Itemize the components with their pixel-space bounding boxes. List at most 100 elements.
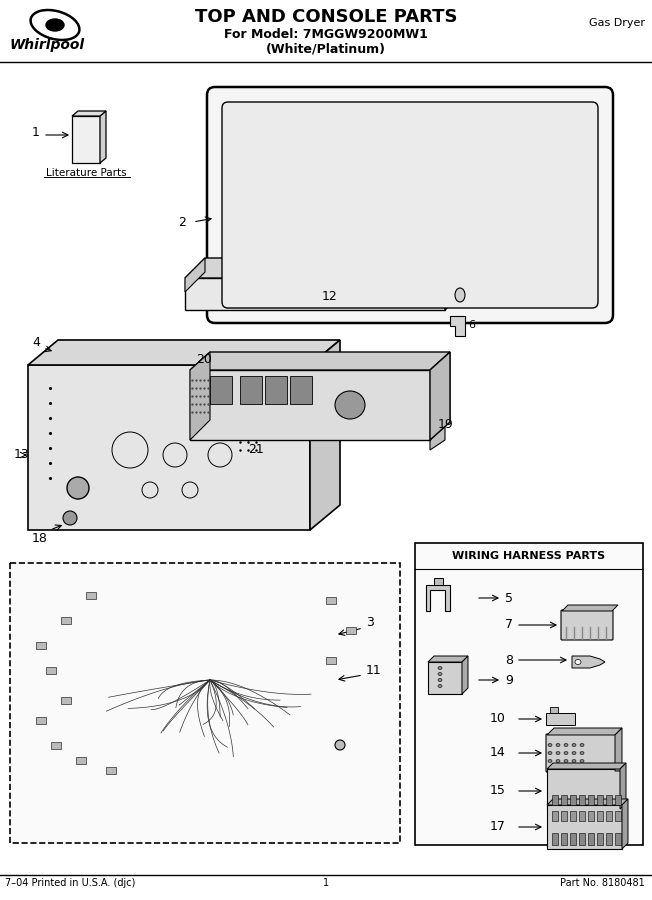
- Bar: [51, 742, 61, 749]
- Text: For Model: 7MGGW9200MW1: For Model: 7MGGW9200MW1: [224, 28, 428, 41]
- Bar: [597, 833, 603, 845]
- Polygon shape: [190, 352, 450, 370]
- Text: 8: 8: [505, 653, 513, 667]
- Bar: [61, 697, 71, 704]
- Ellipse shape: [67, 477, 89, 499]
- Ellipse shape: [564, 752, 568, 754]
- Ellipse shape: [556, 752, 560, 754]
- Text: 10: 10: [490, 713, 506, 725]
- Polygon shape: [428, 656, 468, 662]
- Text: 21: 21: [248, 443, 264, 456]
- Bar: [588, 795, 594, 805]
- Polygon shape: [562, 605, 618, 611]
- Text: 19: 19: [438, 418, 454, 431]
- Polygon shape: [190, 352, 210, 440]
- Bar: [561, 811, 567, 821]
- Ellipse shape: [438, 667, 442, 670]
- Bar: [615, 833, 621, 845]
- Text: 3: 3: [366, 616, 374, 629]
- Bar: [326, 597, 336, 604]
- Polygon shape: [428, 662, 462, 694]
- Text: 7: 7: [505, 618, 513, 632]
- Polygon shape: [547, 805, 622, 849]
- Text: 1: 1: [323, 878, 329, 888]
- Ellipse shape: [438, 672, 442, 676]
- Text: 16: 16: [566, 105, 582, 119]
- Polygon shape: [572, 656, 605, 668]
- Ellipse shape: [580, 752, 584, 754]
- Bar: [561, 833, 567, 845]
- Text: 9: 9: [505, 673, 513, 687]
- Ellipse shape: [575, 660, 581, 664]
- Text: 12: 12: [322, 291, 338, 303]
- Polygon shape: [28, 365, 310, 530]
- Ellipse shape: [564, 743, 568, 746]
- Text: 6: 6: [468, 320, 475, 330]
- Bar: [76, 757, 86, 764]
- Polygon shape: [185, 278, 445, 310]
- Bar: [615, 811, 621, 821]
- Ellipse shape: [556, 743, 560, 746]
- Ellipse shape: [46, 19, 64, 31]
- Bar: [415, 543, 643, 845]
- Ellipse shape: [535, 119, 549, 127]
- Polygon shape: [547, 799, 628, 805]
- Bar: [61, 617, 71, 624]
- FancyBboxPatch shape: [561, 610, 613, 640]
- Text: Whirlpool: Whirlpool: [10, 38, 85, 52]
- Ellipse shape: [455, 288, 465, 302]
- Bar: [606, 833, 612, 845]
- Polygon shape: [547, 728, 622, 735]
- Bar: [597, 811, 603, 821]
- Text: 1: 1: [32, 125, 40, 139]
- Text: WIRING HARNESS PARTS: WIRING HARNESS PARTS: [452, 551, 606, 561]
- Bar: [615, 795, 621, 805]
- Polygon shape: [615, 728, 622, 771]
- Ellipse shape: [580, 760, 584, 762]
- Bar: [570, 811, 576, 821]
- Bar: [290, 376, 312, 404]
- Text: 11: 11: [366, 663, 382, 677]
- Text: 17: 17: [490, 821, 506, 833]
- Polygon shape: [100, 111, 106, 163]
- Text: 4: 4: [32, 337, 40, 349]
- Bar: [36, 717, 46, 724]
- Polygon shape: [430, 352, 450, 450]
- Bar: [36, 642, 46, 649]
- Ellipse shape: [438, 685, 442, 688]
- Polygon shape: [426, 585, 450, 611]
- Text: 2: 2: [178, 215, 186, 229]
- Bar: [265, 376, 287, 404]
- Polygon shape: [190, 370, 430, 440]
- Bar: [561, 795, 567, 805]
- Bar: [579, 833, 585, 845]
- Text: Part No. 8180481: Part No. 8180481: [560, 878, 645, 888]
- Text: 11: 11: [468, 297, 482, 307]
- Bar: [588, 833, 594, 845]
- Ellipse shape: [572, 752, 576, 754]
- Ellipse shape: [580, 743, 584, 746]
- FancyBboxPatch shape: [207, 87, 613, 323]
- Polygon shape: [620, 763, 626, 809]
- Bar: [570, 833, 576, 845]
- Polygon shape: [622, 799, 628, 849]
- Ellipse shape: [63, 511, 77, 525]
- Ellipse shape: [335, 391, 365, 419]
- Polygon shape: [310, 340, 340, 530]
- Ellipse shape: [548, 743, 552, 746]
- Bar: [326, 657, 336, 664]
- Text: (White/Platinum): (White/Platinum): [266, 42, 386, 55]
- Polygon shape: [185, 258, 205, 292]
- Text: TOP AND CONSOLE PARTS: TOP AND CONSOLE PARTS: [195, 8, 457, 26]
- Polygon shape: [430, 352, 450, 440]
- Polygon shape: [450, 316, 465, 336]
- Text: 5: 5: [505, 591, 513, 605]
- Ellipse shape: [548, 752, 552, 754]
- Bar: [606, 811, 612, 821]
- Text: 14: 14: [490, 746, 506, 760]
- Ellipse shape: [572, 743, 576, 746]
- Bar: [588, 811, 594, 821]
- Polygon shape: [434, 578, 443, 585]
- Bar: [210, 376, 232, 404]
- Bar: [579, 811, 585, 821]
